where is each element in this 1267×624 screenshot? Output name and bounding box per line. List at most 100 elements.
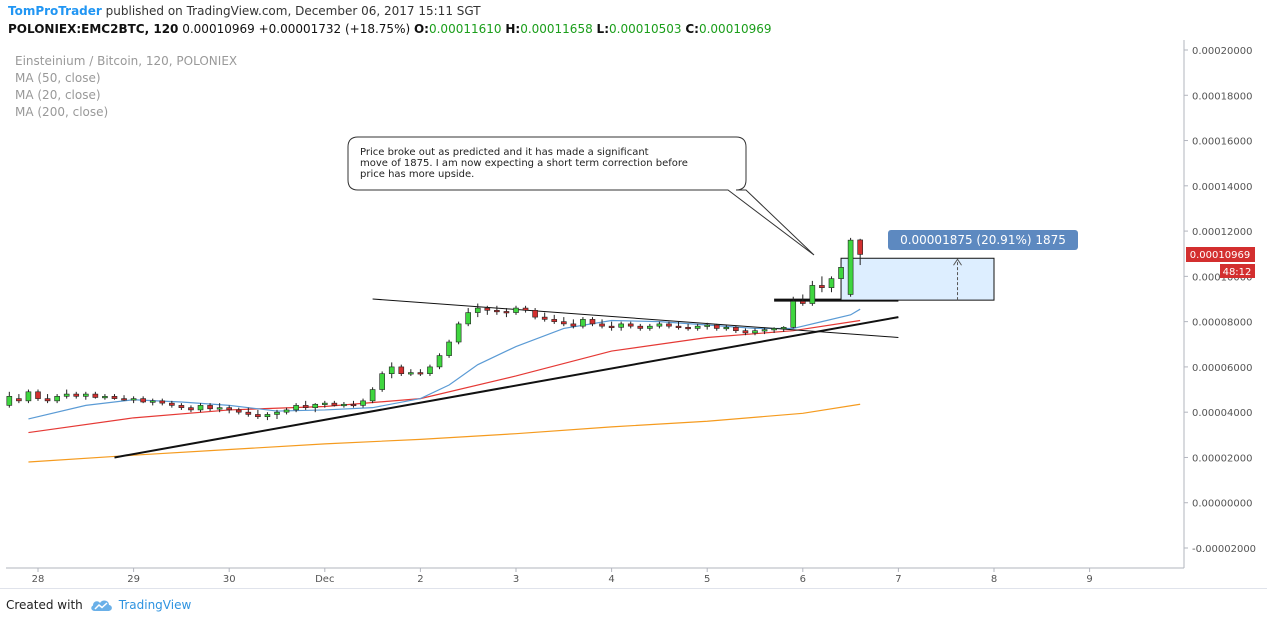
candle-up <box>341 403 347 407</box>
callout-bubble <box>347 136 815 256</box>
candle-down <box>92 393 99 398</box>
candle-up <box>283 409 290 413</box>
candle-down <box>713 324 720 329</box>
candle-up <box>474 307 481 313</box>
ma50-line <box>28 319 861 434</box>
annotation-callout[interactable]: Price broke out as predicted and it has … <box>347 136 815 256</box>
price-chart[interactable]: 0.00020000 0.00018000 0.00016000 0.00014000… <box>6 40 1261 586</box>
time-tick-label: 4 <box>608 574 614 585</box>
candle-up <box>704 324 711 327</box>
candle-down <box>73 393 80 397</box>
candle-down <box>503 311 510 314</box>
candle-up <box>63 393 70 397</box>
candle-up <box>780 326 787 330</box>
price-tick-label: 0.00012000 <box>1192 227 1252 238</box>
candle-up <box>388 366 395 374</box>
callout-line-2: move of 1875. I am now expecting a short… <box>360 158 688 169</box>
candle-down <box>245 411 252 415</box>
candle-down <box>350 403 357 407</box>
candle-down <box>111 396 118 399</box>
candle-down <box>742 330 749 334</box>
price-tick-label: 0.00000000 <box>1192 499 1252 510</box>
candle-up <box>427 366 433 374</box>
candle-up <box>723 326 730 330</box>
candle-up <box>408 372 414 375</box>
candle-down <box>417 372 424 375</box>
candle-down <box>532 310 538 318</box>
resistance-trendline <box>372 298 899 338</box>
candle-up <box>647 325 653 329</box>
candle-up <box>446 341 452 356</box>
price-tick-label: 0.00018000 <box>1192 91 1252 102</box>
candle-down <box>159 400 166 404</box>
publish-info: TomProTrader published on TradingView.co… <box>8 4 481 18</box>
countdown-tag-text: 48:12 <box>1223 267 1252 278</box>
candle-up <box>321 402 328 405</box>
candle-down <box>331 402 338 406</box>
candle-down <box>799 300 806 304</box>
candle-up <box>847 239 854 295</box>
price-tick-label: 0.00016000 <box>1192 137 1252 148</box>
candle-down <box>494 310 500 313</box>
legend-ma200[interactable]: MA (200, close) <box>15 105 109 119</box>
candle-up <box>790 300 797 328</box>
candle-up <box>312 403 319 408</box>
time-axis-ticks: 28 29 30 Dec 2 3 4 5 6 7 8 9 <box>32 568 1093 585</box>
price-tick-label: 0.00004000 <box>1192 408 1252 419</box>
measure-label-text: 0.00001875 (20.91%) 1875 <box>900 233 1066 247</box>
ohlc-bar: POLONIEX:EMC2BTC, 120 0.00010969 +0.0000… <box>8 22 772 36</box>
tradingview-link[interactable]: TradingView <box>118 598 192 612</box>
measure-arrow-head <box>953 258 962 266</box>
price-change: +0.00001732 (+18.75%) <box>258 22 411 36</box>
candle-down <box>522 307 529 311</box>
candle-up <box>838 267 844 279</box>
candle-down <box>733 326 739 331</box>
candle-down <box>302 405 309 408</box>
callout-line-3: price has more upside. <box>360 169 474 180</box>
candle-down <box>685 326 691 330</box>
candle-up <box>54 396 60 402</box>
candle-up <box>580 319 586 327</box>
candle-down <box>255 414 261 418</box>
candle-down <box>675 325 682 328</box>
author-link[interactable]: TomProTrader <box>8 4 102 18</box>
low-value: 0.00010503 <box>609 22 682 36</box>
candle-up <box>274 411 280 415</box>
candle-up <box>216 407 223 410</box>
chart-title-legend: Einsteinium / Bitcoin, 120, POLONIEX <box>15 54 238 68</box>
candles <box>6 237 863 421</box>
candle-up <box>360 400 366 406</box>
measure-tool <box>840 257 995 301</box>
candle-down <box>140 398 146 403</box>
candle-down <box>599 323 605 327</box>
time-tick-label: 5 <box>704 574 710 585</box>
chart-background <box>6 40 1261 586</box>
legend-ma20[interactable]: MA (20, close) <box>15 88 101 102</box>
candle-up <box>83 393 89 397</box>
candle-down <box>169 402 175 406</box>
legend-ma50[interactable]: MA (50, close) <box>15 71 101 85</box>
open-label: O: <box>413 22 429 36</box>
candle-down <box>857 239 863 255</box>
support-trendline <box>114 316 899 459</box>
candle-up <box>828 278 835 288</box>
candle-down <box>627 323 634 327</box>
candle-up <box>656 323 663 327</box>
candle-down <box>398 366 405 374</box>
candle-down <box>484 307 491 311</box>
candle-up <box>25 391 32 402</box>
time-tick-label: 29 <box>127 574 140 585</box>
candle-up <box>694 325 701 329</box>
candle-down <box>589 319 596 325</box>
created-with-text: Created with <box>6 598 83 612</box>
candle-up <box>379 373 385 390</box>
published-text: published on TradingView.com, December 0… <box>105 4 481 18</box>
last-price-tag-text: 0.00010969 <box>1190 250 1250 261</box>
candle-up <box>130 398 137 401</box>
candle-down <box>121 398 127 401</box>
chart-area[interactable]: 0.00020000 0.00018000 0.00016000 0.00014000… <box>6 40 1261 586</box>
candle-down <box>16 398 22 402</box>
time-tick-label: 6 <box>800 574 806 585</box>
callout-line-1: Price broke out as predicted and it has … <box>360 147 649 158</box>
price-tick-label: 0.00014000 <box>1192 182 1252 193</box>
